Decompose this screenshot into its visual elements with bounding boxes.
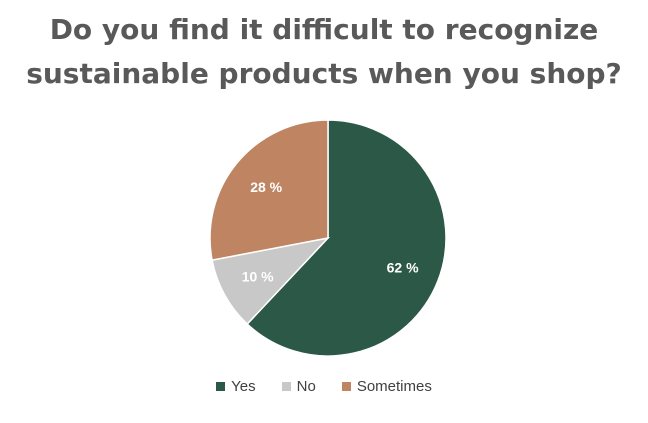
pie-slice-no xyxy=(211,236,331,326)
chart-title-line-2: sustainable products when you shop? xyxy=(26,57,622,90)
legend-label-sometimes: Sometimes xyxy=(356,378,432,395)
legend-label-no: No xyxy=(296,378,316,395)
pie-slice-yes xyxy=(246,119,447,357)
data-label-no: 10 % xyxy=(242,269,274,285)
data-label-sometimes: 28 % xyxy=(250,179,282,195)
chart-title: Do you find it difficult to recognize su… xyxy=(0,8,648,96)
chart-title-line-1: Do you find it difficult to recognize xyxy=(49,13,599,46)
legend-item-no: No xyxy=(281,378,316,395)
legend-swatch-sometimes xyxy=(341,382,351,391)
legend-item-yes: Yes xyxy=(216,378,256,395)
data-label-yes: 62 % xyxy=(387,260,419,276)
legend-swatch-no xyxy=(281,382,291,391)
legend-label-yes: Yes xyxy=(231,378,256,395)
pie-slice-sometimes xyxy=(209,119,329,261)
legend-item-sometimes: Sometimes xyxy=(341,378,432,395)
chart-legend: Yes No Sometimes xyxy=(0,378,648,395)
legend-swatch-yes xyxy=(216,382,226,391)
